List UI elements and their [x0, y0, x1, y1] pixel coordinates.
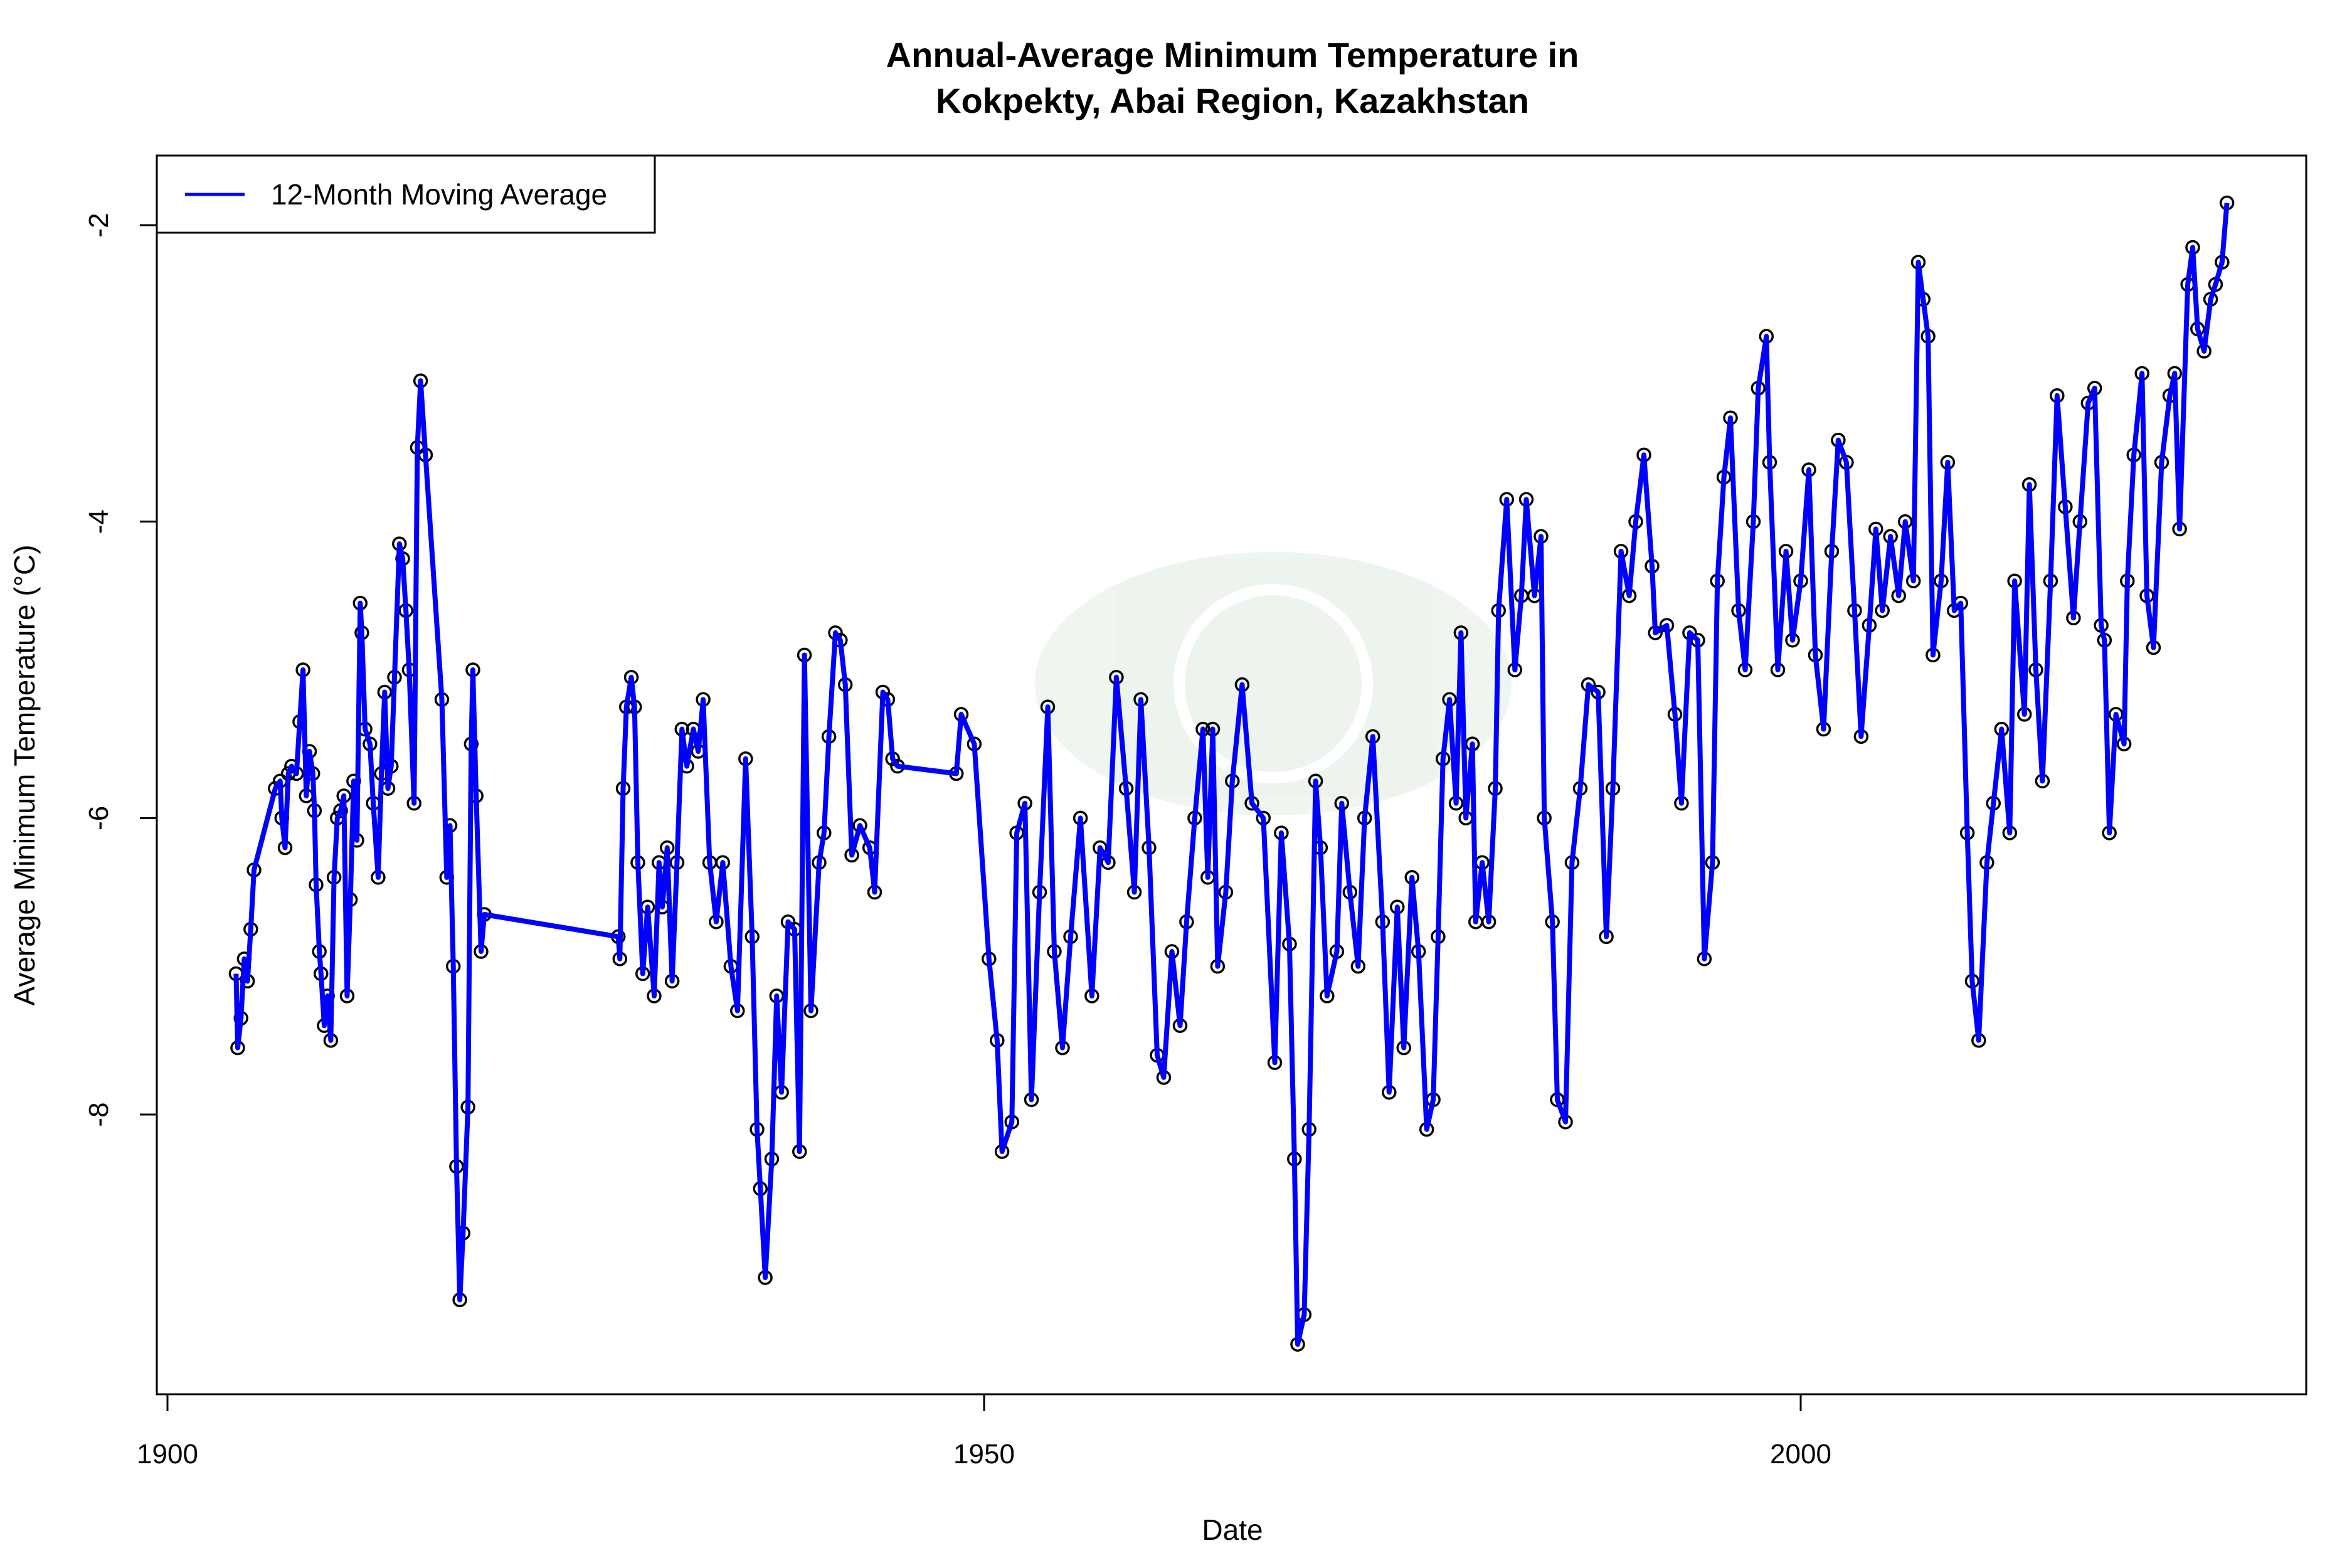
y-axis: -2 -4 -6 -8: [83, 213, 158, 1127]
y-axis-label: Average Minimum Temperature (°C): [8, 544, 41, 1005]
x-tick-label: 2000: [1770, 1439, 1831, 1470]
y-tick-label: -4: [83, 509, 114, 534]
chart-title-line2: Kokpekty, Abai Region, Kazakhstan: [936, 81, 1529, 120]
x-tick-label: 1950: [953, 1439, 1015, 1470]
watermark-logo: [1035, 552, 1512, 815]
series-lines: [233, 203, 2230, 1347]
y-tick-label: -8: [83, 1102, 114, 1126]
y-tick-label: -6: [83, 806, 114, 830]
chart-title-line1: Annual-Average Minimum Temperature in: [886, 35, 1579, 75]
series-line-12-month-moving-average: [233, 203, 2230, 1347]
legend: 12-Month Moving Average: [156, 154, 656, 234]
x-axis-label: Date: [1202, 1513, 1263, 1546]
legend-label: 12-Month Moving Average: [271, 178, 607, 211]
y-tick-label: -2: [83, 213, 114, 237]
x-axis: 1900 1950 2000: [137, 1393, 1831, 1470]
x-tick-label: 1900: [137, 1439, 198, 1470]
